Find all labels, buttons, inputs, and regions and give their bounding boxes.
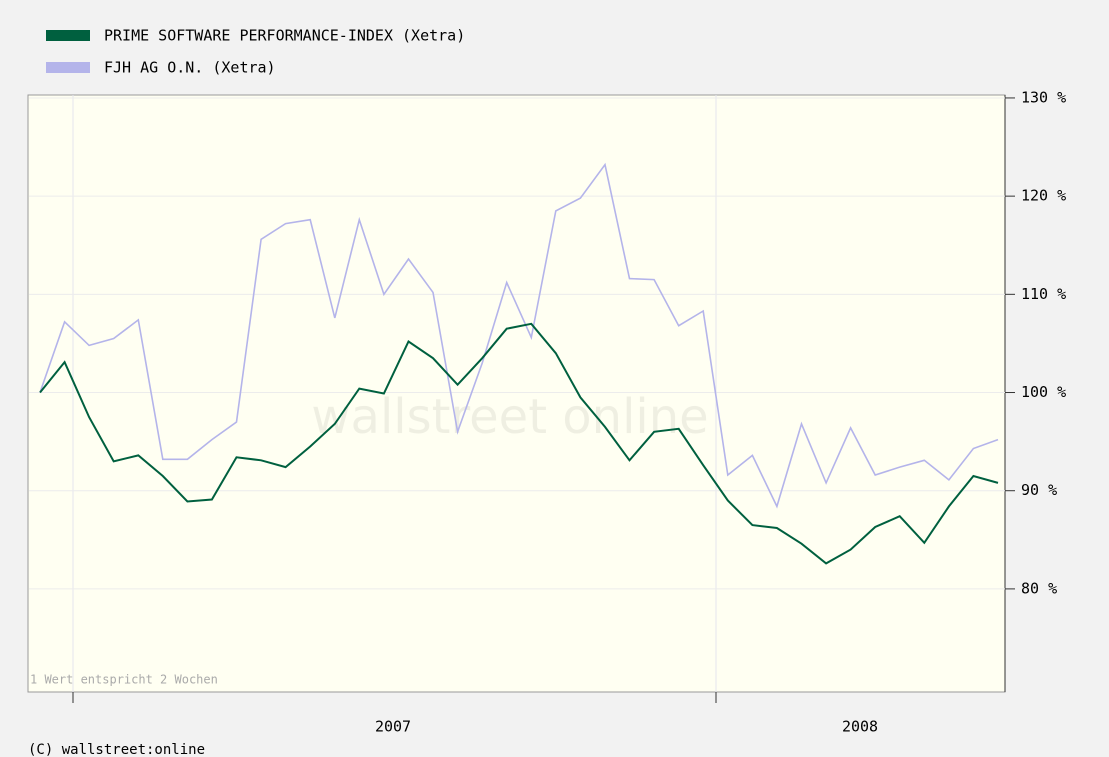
note: 1 Wert entspricht 2 Wochen (30, 673, 218, 687)
legend-label: FJH AG O.N. (Xetra) (104, 59, 276, 77)
legend-swatch (46, 62, 90, 73)
legend-label: PRIME SOFTWARE PERFORMANCE-INDEX (Xetra) (104, 27, 465, 45)
x-tick-label: 2008 (842, 718, 878, 736)
y-tick-label: 80 % (1021, 579, 1057, 597)
plot-area (27, 94, 1006, 693)
watermark: wallstreet online (311, 389, 708, 445)
y-tick-label: 130 % (1021, 88, 1066, 106)
x-tick-label: 2007 (375, 718, 411, 736)
series-line (39, 162, 999, 509)
y-tick-label: 120 % (1021, 187, 1066, 205)
copyright: (C) wallstreet:online (28, 742, 205, 757)
y-tick-label: 110 % (1021, 285, 1066, 303)
y-tick-label: 90 % (1021, 481, 1057, 499)
legend-swatch (46, 30, 90, 41)
series-line (39, 322, 999, 565)
y-tick-label: 100 % (1021, 383, 1066, 401)
